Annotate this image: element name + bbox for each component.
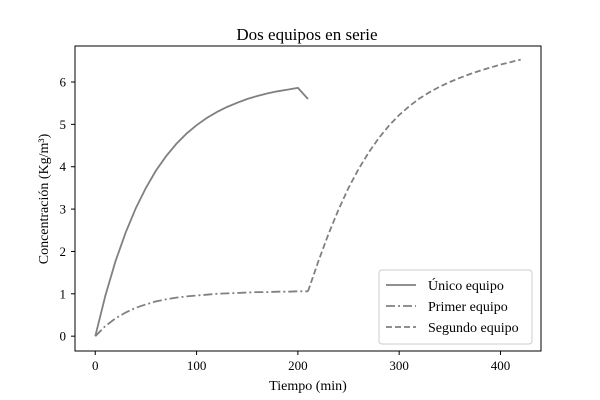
legend-frame xyxy=(378,269,533,345)
legend-label-2: Primer equipo xyxy=(428,300,508,315)
y-axis: 0 1 2 3 4 5 6 xyxy=(60,75,75,344)
series-line-1 xyxy=(94,86,309,337)
y-tick-label: 6 xyxy=(60,75,67,90)
y-tick-label: 4 xyxy=(60,159,67,174)
x-tick-label: 400 xyxy=(491,358,511,373)
plot-frame xyxy=(74,45,542,352)
legend: Único equipo Primer equipo Segundo equipo xyxy=(378,269,533,345)
series-line-2 xyxy=(94,290,308,337)
chart-title: Dos equipos en serie xyxy=(236,25,377,44)
series-layer xyxy=(94,58,521,337)
y-tick-label: 5 xyxy=(60,117,67,132)
y-tick-label: 2 xyxy=(60,244,67,259)
x-tick-label: 0 xyxy=(92,358,99,373)
x-tick-label: 300 xyxy=(389,358,409,373)
y-axis-label: Concentración (Kg/m³) xyxy=(37,133,52,264)
x-tick-label: 100 xyxy=(187,358,207,373)
y-tick-label: 0 xyxy=(60,329,67,344)
y-tick-label: 1 xyxy=(60,286,67,301)
x-axis-label: Tiempo (min) xyxy=(269,379,347,394)
y-tick-label: 3 xyxy=(60,202,67,217)
legend-label-1: Único equipo xyxy=(428,277,504,294)
series-line-3 xyxy=(307,58,521,292)
x-axis: 0 100 200 300 400 xyxy=(92,351,510,373)
x-tick-label: 200 xyxy=(288,358,308,373)
legend-label-3: Segundo equipo xyxy=(428,321,519,336)
